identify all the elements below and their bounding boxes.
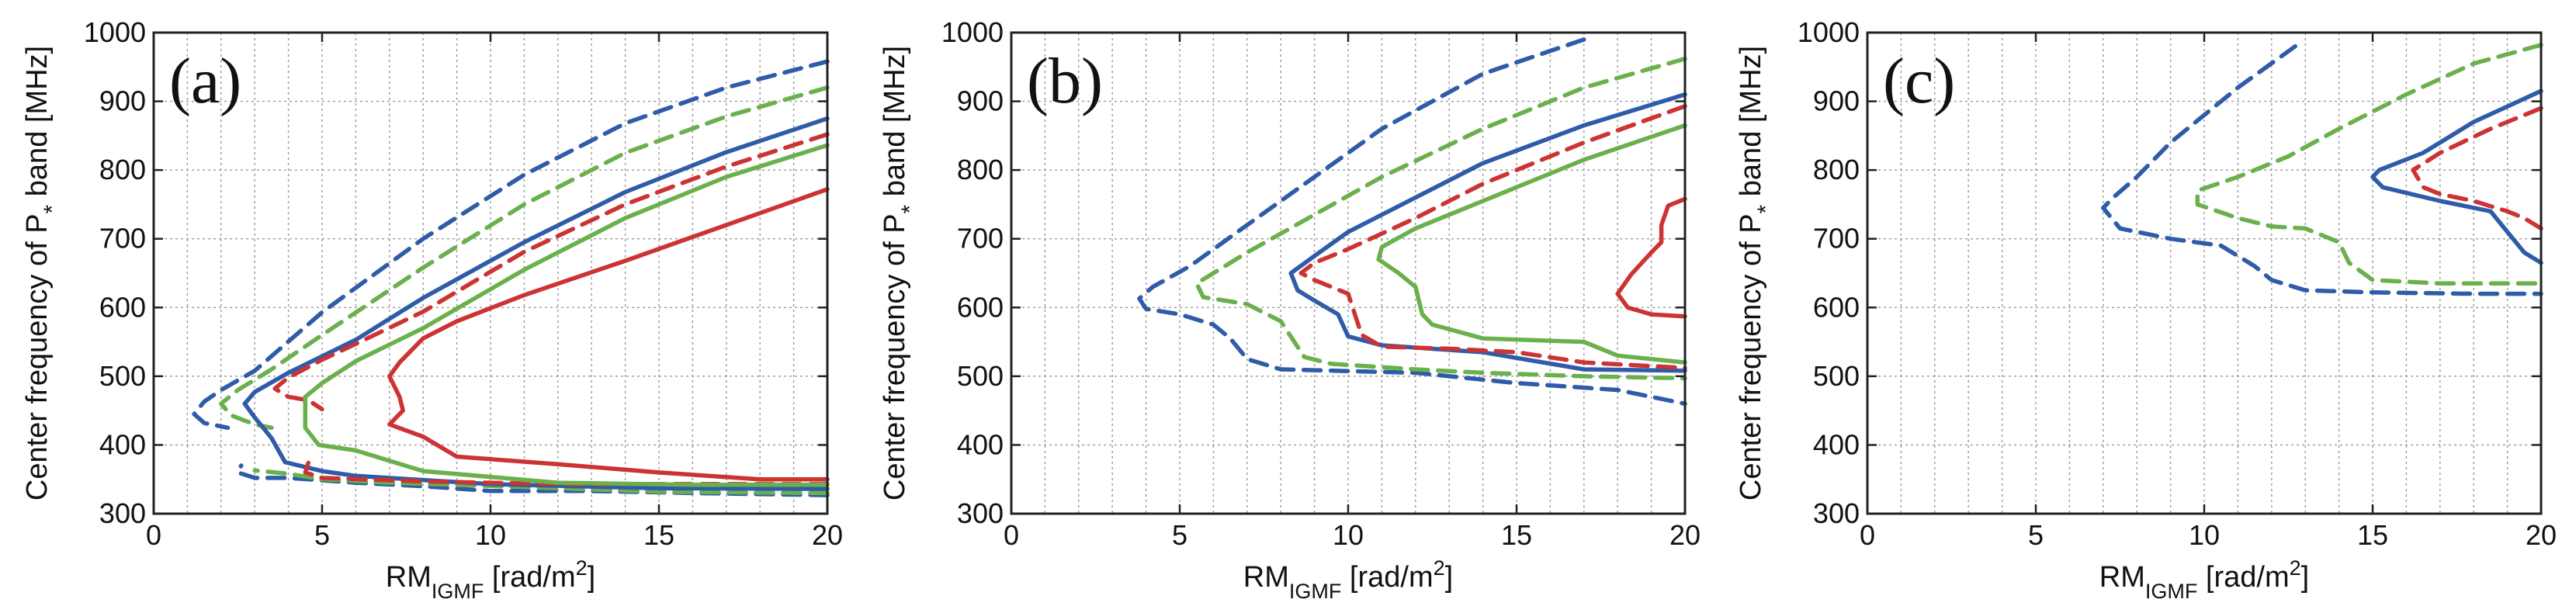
x-tick-label: 10 — [2189, 519, 2220, 551]
series-line-3 — [1298, 104, 1687, 370]
series-line-0 — [1137, 37, 1687, 407]
y-tick-label: 500 — [99, 360, 146, 392]
series-line-8 — [387, 187, 830, 482]
x-tick-label: 15 — [643, 519, 674, 551]
y-tick-label: 400 — [1813, 428, 1860, 460]
y-tick-label: 700 — [99, 223, 146, 255]
x-axis-label-xlabel-close: ] — [1445, 561, 1454, 594]
y-tick-label: 500 — [1813, 360, 1860, 392]
y-tick-label: 300 — [957, 497, 1004, 529]
y-axis-label-ylabel-sub: * — [897, 204, 923, 213]
y-axis-label-ylabel-tail: band [MHz] — [21, 46, 54, 205]
y-axis-label-ylabel: Center frequency of P — [1735, 213, 1767, 500]
y-tick-label: 700 — [957, 223, 1004, 255]
y-axis-label-ylabel: Center frequency of P — [21, 213, 54, 500]
x-axis-label-xlabel: RM — [386, 561, 432, 594]
x-axis-label: RMIGMF [rad/m2] — [1243, 556, 1453, 603]
panel-b: 0 5 10 15 20 300 400 500 600 700 800 900 1000 RMIGMF … — [879, 16, 1701, 603]
panel-label: (a) — [169, 45, 241, 117]
x-tick-label: 0 — [1004, 519, 1019, 551]
x-axis-label-xlabel-unit: [rad/m — [1341, 561, 1433, 594]
series-line-0 — [2101, 43, 2543, 296]
y-tick-label: 500 — [957, 360, 1004, 392]
grid — [1011, 33, 1685, 514]
series-line-3 — [2411, 106, 2543, 231]
x-tick-label: 10 — [475, 519, 506, 551]
x-tick-label: 15 — [1501, 519, 1532, 551]
y-axis-label-ylabel-sub: * — [1753, 204, 1779, 213]
series-line-5 — [272, 132, 830, 412]
x-axis-label-xlabel-unit-sup: 2 — [576, 556, 588, 580]
y-axis-label-ylabel-tail: band [MHz] — [879, 46, 911, 205]
y-tick-label: 900 — [957, 85, 1004, 117]
y-tick-label: 900 — [99, 85, 146, 117]
y-axis-label-ylabel-sub: * — [40, 204, 65, 213]
x-tick-label: 20 — [1669, 519, 1701, 551]
x-axis-label-xlabel: RM — [1243, 561, 1289, 594]
y-tick-label: 700 — [1813, 223, 1860, 255]
series-line-2 — [219, 85, 830, 431]
x-tick-label: 0 — [1860, 519, 1875, 551]
x-axis-label-xlabel-sub: IGMF — [432, 580, 484, 603]
x-axis-label: RMIGMF [rad/m2] — [2099, 556, 2309, 603]
x-tick-label: 20 — [812, 519, 843, 551]
y-tick-label: 600 — [99, 291, 146, 323]
y-axis-label: Center frequency of P* band [MHz] — [21, 46, 65, 500]
y-axis-label-ylabel: Center frequency of P — [879, 213, 911, 500]
y-tick-label: 1000 — [84, 16, 146, 48]
x-axis-label-xlabel-unit-sup: 2 — [1434, 556, 1445, 580]
y-axis-label-ylabel-tail: band [MHz] — [1735, 46, 1767, 205]
x-axis-label-xlabel-sub: IGMF — [1289, 580, 1342, 603]
x-tick-label: 0 — [146, 519, 161, 551]
y-tick-label: 400 — [99, 428, 146, 460]
series-line-2 — [2370, 88, 2543, 265]
y-tick-label: 600 — [1813, 291, 1860, 323]
x-tick-label: 20 — [2526, 519, 2557, 551]
x-axis-label-xlabel-unit: [rad/m — [484, 561, 575, 594]
panel-label: (c) — [1883, 45, 1955, 117]
y-tick-label: 600 — [957, 291, 1004, 323]
y-tick-label: 300 — [99, 497, 146, 529]
series-line-4 — [1376, 123, 1687, 365]
series-line-7 — [303, 143, 830, 487]
x-axis-label-xlabel-close: ] — [2301, 561, 2310, 594]
x-axis-label: RMIGMF [rad/m2] — [386, 556, 595, 603]
x-tick-label: 5 — [1172, 519, 1187, 551]
y-tick-label: 800 — [99, 154, 146, 185]
series-line-1 — [1194, 56, 1687, 381]
series-line-1 — [2195, 43, 2543, 286]
y-tick-label: 800 — [1813, 154, 1860, 185]
series-line-4 — [242, 116, 830, 491]
y-tick-label: 900 — [1813, 85, 1860, 117]
y-tick-label: 300 — [1813, 497, 1860, 529]
series-line-5 — [1615, 196, 1687, 319]
x-tick-label: 10 — [1333, 519, 1364, 551]
panel-label: (b) — [1027, 45, 1103, 117]
panel-c: 0 5 10 15 20 300 400 500 600 700 800 900 1000 RMIGMF … — [1735, 16, 2557, 603]
y-tick-label: 800 — [957, 154, 1004, 185]
series-line-0 — [192, 59, 830, 431]
y-tick-label: 1000 — [1798, 16, 1860, 48]
y-tick-label: 400 — [957, 428, 1004, 460]
y-axis-label: Center frequency of P* band [MHz] — [1735, 46, 1779, 500]
grid — [1867, 33, 2541, 514]
x-tick-label: 5 — [314, 519, 330, 551]
x-tick-label: 5 — [2028, 519, 2044, 551]
y-axis-label: Center frequency of P* band [MHz] — [879, 46, 923, 500]
series-line-3 — [252, 468, 830, 496]
x-axis-label-xlabel-close: ] — [588, 561, 596, 594]
x-axis-label-xlabel: RM — [2099, 561, 2145, 594]
x-axis-label-xlabel-sub: IGMF — [2145, 580, 2198, 603]
x-axis-label-xlabel-unit-sup: 2 — [2290, 556, 2301, 580]
x-tick-label: 15 — [2357, 519, 2388, 551]
panel-a: 0 5 10 15 20 300 400 500 600 700 800 900 1000 RMIGMF … — [21, 16, 843, 603]
x-axis-label-xlabel-unit: [rad/m — [2197, 561, 2289, 594]
y-tick-label: 1000 — [941, 16, 1004, 48]
